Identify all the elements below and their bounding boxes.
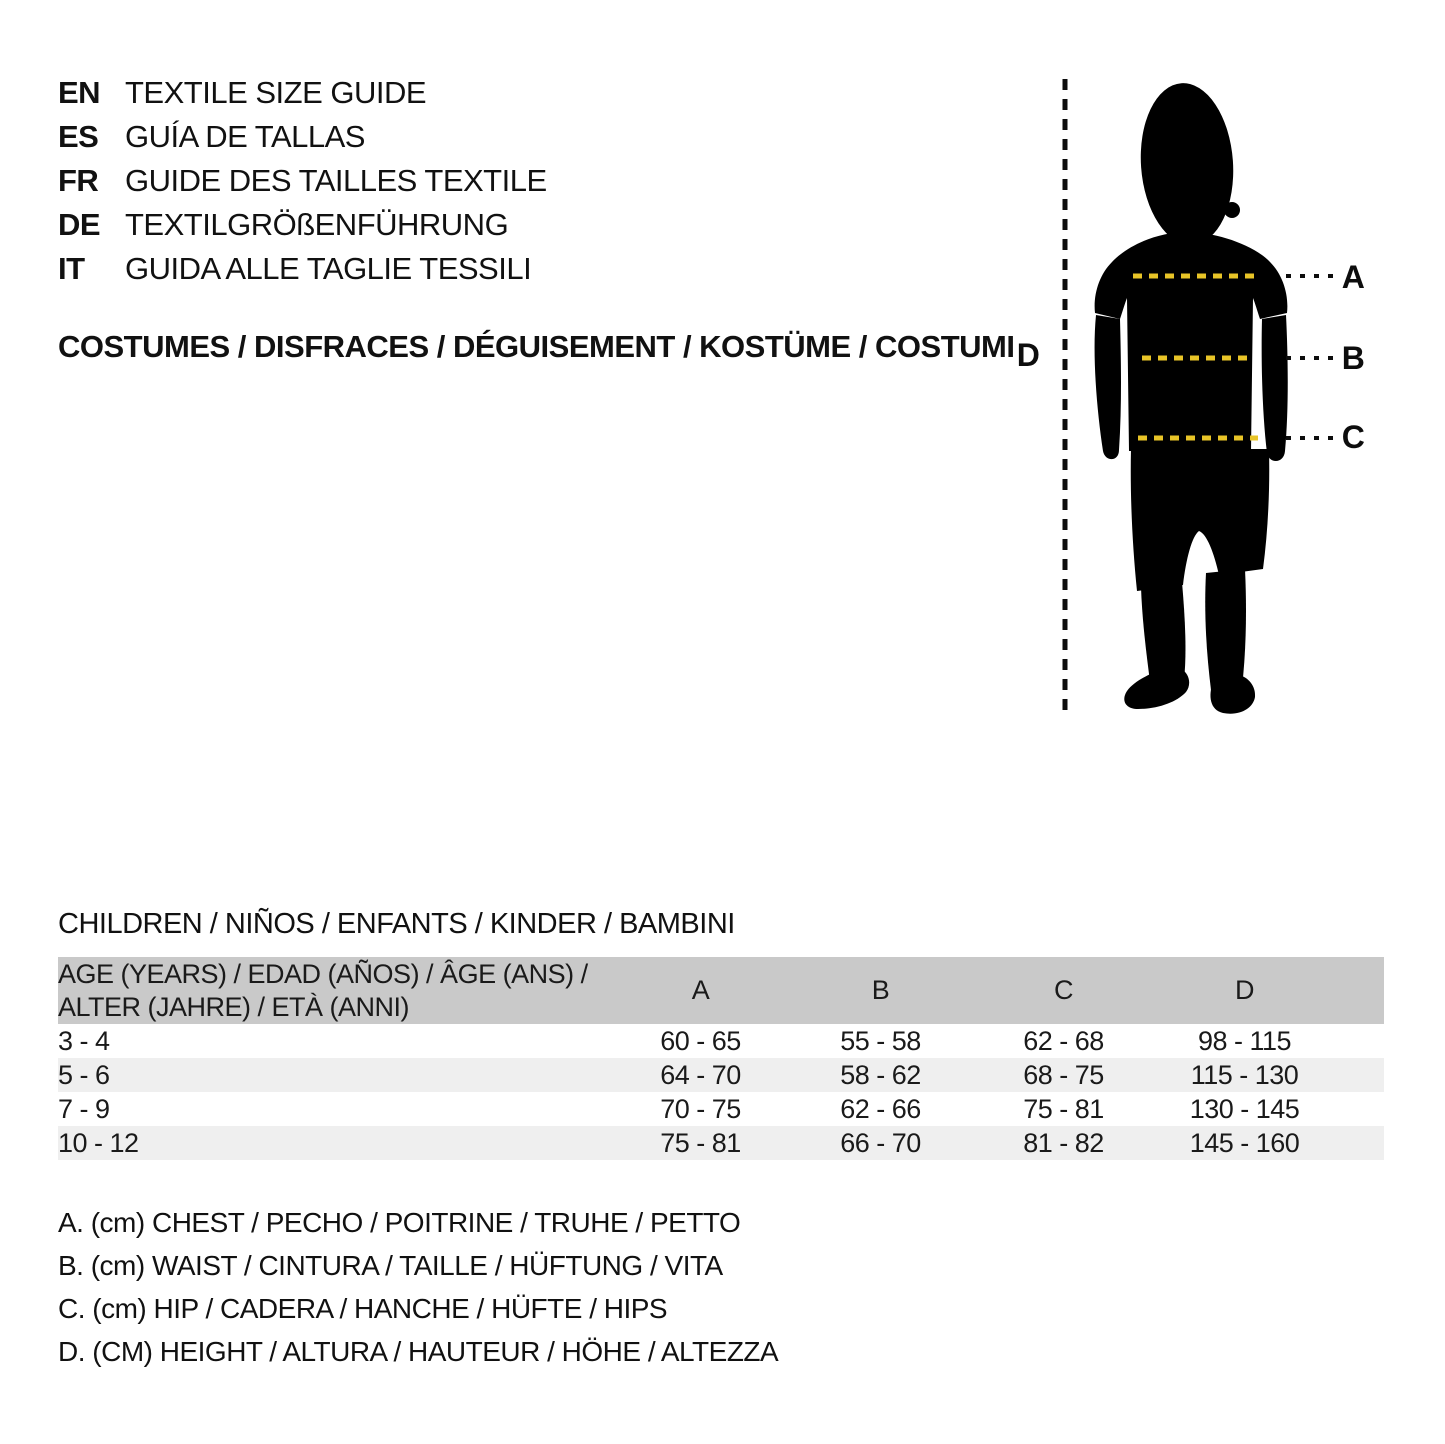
height-cell: 145 - 160 [1189, 1127, 1300, 1158]
age-column-header: AGE (YEARS) / EDAD (AÑOS) / ÂGE (ANS) / … [58, 957, 612, 1024]
hip-label: C [1341, 419, 1365, 455]
silhouette-left-arm [1094, 315, 1121, 460]
chest-label: A [1341, 259, 1365, 295]
table-row: 3 - 4 60 - 65 55 - 58 62 - 68 98 - 115 [58, 1024, 1384, 1058]
measurement-diagram: A B C D [1000, 60, 1445, 740]
column-header-c: C [972, 957, 1155, 1024]
language-code: IT [58, 251, 85, 286]
guide-title-fr: GUIDE DES TAILLES TEXTILE [125, 163, 547, 198]
silhouette-left-shoe [1124, 669, 1190, 709]
silhouette-shorts [1130, 449, 1270, 591]
language-row-it: IT GUIDA ALLE TAGLIE TESSILI [58, 247, 547, 291]
legend-waist: B. (cm) WAIST / CINTURA / TAILLE / HÜFTU… [58, 1250, 723, 1281]
height-cell: 98 - 115 [1197, 1025, 1292, 1056]
height-cell: 130 - 145 [1189, 1093, 1300, 1124]
age-cell: 10 - 12 [58, 1127, 139, 1158]
children-size-table: AGE (YEARS) / EDAD (AÑOS) / ÂGE (ANS) / … [58, 957, 1384, 1160]
children-section-heading: CHILDREN / NIÑOS / ENFANTS / KINDER / BA… [58, 908, 735, 940]
language-row-es: ES GUÍA DE TALLAS [58, 115, 547, 159]
chest-cell: 60 - 65 [660, 1025, 741, 1056]
waist-cell: 62 - 66 [840, 1093, 921, 1124]
silhouette-right-shoe [1210, 675, 1256, 714]
silhouette-head [1140, 83, 1234, 245]
child-silhouette-figure [1094, 83, 1288, 714]
age-header-line2: ALTER (JAHRE) / ETÀ (ANNI) [58, 991, 410, 1022]
silhouette-shirt [1094, 232, 1288, 451]
silhouette-ear [1224, 202, 1240, 218]
language-title-list: EN TEXTILE SIZE GUIDE ES GUÍA DE TALLAS … [58, 71, 547, 291]
language-code: FR [58, 163, 99, 198]
guide-title-en: TEXTILE SIZE GUIDE [125, 75, 427, 110]
chest-cell: 70 - 75 [660, 1093, 741, 1124]
column-header-d: D [1155, 957, 1384, 1024]
waist-label: B [1341, 340, 1365, 376]
age-cell: 3 - 4 [58, 1025, 110, 1056]
height-label: D [1016, 337, 1040, 373]
waist-cell: 55 - 58 [840, 1025, 921, 1056]
table-row: 7 - 9 70 - 75 62 - 66 75 - 81 130 - 145 [58, 1092, 1384, 1126]
silhouette-left-leg [1141, 582, 1186, 689]
category-heading: COSTUMES / DISFRACES / DÉGUISEMENT / KOS… [58, 329, 1015, 364]
legend-chest: A. (cm) CHEST / PECHO / POITRINE / TRUHE… [58, 1207, 741, 1238]
chest-cell: 64 - 70 [660, 1059, 741, 1090]
child-silhouette-svg [1062, 79, 1334, 714]
hip-cell: 68 - 75 [1023, 1059, 1104, 1090]
guide-title-es: GUÍA DE TALLAS [125, 119, 365, 154]
age-cell: 7 - 9 [58, 1093, 110, 1124]
column-header-a: A [612, 957, 789, 1024]
age-header-line1: AGE (YEARS) / EDAD (AÑOS) / ÂGE (ANS) / [58, 958, 588, 989]
hip-cell: 81 - 82 [1023, 1127, 1104, 1158]
height-cell: 115 - 130 [1190, 1059, 1299, 1090]
table-row: 5 - 6 64 - 70 58 - 62 68 - 75 115 - 130 [58, 1058, 1384, 1092]
waist-cell: 66 - 70 [840, 1127, 921, 1158]
language-code: ES [58, 119, 99, 154]
guide-title-de: TEXTILGRÖßENFÜHRUNG [125, 207, 509, 242]
silhouette-right-arm [1261, 315, 1288, 462]
legend-hip: C. (cm) HIP / CADERA / HANCHE / HÜFTE / … [58, 1293, 668, 1324]
language-row-en: EN TEXTILE SIZE GUIDE [58, 71, 547, 115]
language-row-de: DE TEXTILGRÖßENFÜHRUNG [58, 203, 547, 247]
measurement-legend: A. (cm) CHEST / PECHO / POITRINE / TRUHE… [58, 1201, 779, 1373]
hip-cell: 75 - 81 [1023, 1093, 1104, 1124]
chest-cell: 75 - 81 [660, 1127, 741, 1158]
language-code: DE [58, 207, 101, 242]
guide-title-it: GUIDA ALLE TAGLIE TESSILI [125, 251, 532, 286]
language-row-fr: FR GUIDE DES TAILLES TEXTILE [58, 159, 547, 203]
age-cell: 5 - 6 [58, 1059, 110, 1090]
hip-cell: 62 - 68 [1023, 1025, 1104, 1056]
language-code: EN [58, 75, 101, 110]
column-header-b: B [789, 957, 972, 1024]
waist-cell: 58 - 62 [840, 1059, 921, 1090]
legend-height: D. (CM) HEIGHT / ALTURA / HAUTEUR / HÖHE… [58, 1336, 779, 1367]
table-row: 10 - 12 75 - 81 66 - 70 81 - 82 145 - 16… [58, 1126, 1384, 1160]
size-table-header-row: AGE (YEARS) / EDAD (AÑOS) / ÂGE (ANS) / … [58, 957, 1384, 1024]
silhouette-right-leg [1205, 569, 1246, 690]
